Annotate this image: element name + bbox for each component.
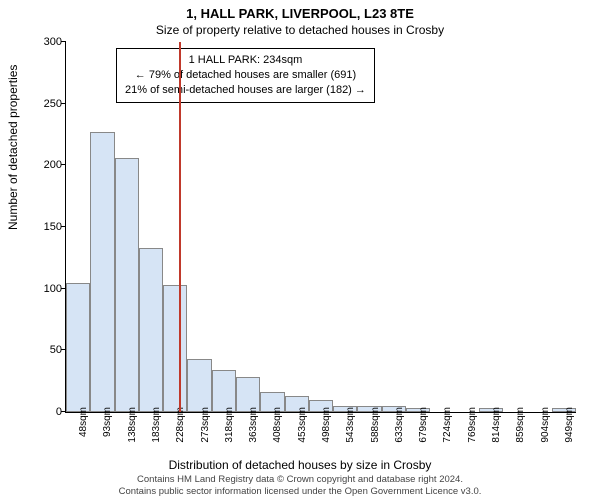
histogram-plot: 1 HALL PARK: 234sqm ← 79% of detached ho…	[65, 42, 576, 413]
annotation-line-3: 21% of semi-detached houses are larger (…	[125, 83, 366, 98]
histogram-bar	[187, 359, 211, 412]
footer-attribution: Contains HM Land Registry data © Crown c…	[0, 474, 600, 498]
y-axis-label: Number of detached properties	[6, 65, 20, 230]
x-tick-label: 769sqm	[467, 407, 478, 443]
x-tick-label: 904sqm	[540, 407, 551, 443]
y-tick-mark	[61, 103, 66, 104]
x-tick-label: 273sqm	[200, 407, 211, 443]
x-tick-label: 228sqm	[175, 407, 186, 443]
x-axis-label: Distribution of detached houses by size …	[0, 458, 600, 472]
x-tick-label: 48sqm	[78, 407, 89, 437]
x-tick-label: 363sqm	[248, 407, 259, 443]
y-tick-label: 300	[28, 36, 62, 48]
x-tick-label: 543sqm	[345, 407, 356, 443]
x-tick-label: 138sqm	[127, 407, 138, 443]
histogram-bar	[212, 370, 236, 412]
annotation-box: 1 HALL PARK: 234sqm ← 79% of detached ho…	[116, 48, 375, 103]
histogram-bar	[90, 132, 114, 412]
page-title-address: 1, HALL PARK, LIVERPOOL, L23 8TE	[0, 0, 600, 21]
annotation-line-1: 1 HALL PARK: 234sqm	[125, 53, 366, 68]
x-tick-label: 318sqm	[224, 407, 235, 443]
y-tick-label: 100	[28, 283, 62, 295]
x-tick-label: 814sqm	[491, 407, 502, 443]
x-tick-label: 724sqm	[442, 407, 453, 443]
histogram-bar	[163, 285, 187, 412]
y-tick-label: 50	[28, 344, 62, 356]
x-tick-label: 408sqm	[272, 407, 283, 443]
x-tick-label: 633sqm	[394, 407, 405, 443]
page-title-sub: Size of property relative to detached ho…	[0, 21, 600, 37]
footer-line-1: Contains HM Land Registry data © Crown c…	[0, 474, 600, 486]
x-tick-label: 183sqm	[151, 407, 162, 443]
marker-line	[179, 42, 181, 412]
x-tick-label: 859sqm	[515, 407, 526, 443]
annotation-line-2: ← 79% of detached houses are smaller (69…	[125, 68, 366, 83]
histogram-bar	[66, 283, 90, 413]
y-tick-label: 0	[28, 406, 62, 418]
x-tick-label: 949sqm	[564, 407, 575, 443]
y-tick-mark	[61, 226, 66, 227]
y-tick-mark	[61, 164, 66, 165]
histogram-bar	[115, 158, 139, 412]
x-tick-label: 679sqm	[418, 407, 429, 443]
y-tick-mark	[61, 41, 66, 42]
y-tick-label: 250	[28, 98, 62, 110]
x-tick-label: 93sqm	[102, 407, 113, 437]
y-tick-label: 200	[28, 159, 62, 171]
y-tick-label: 150	[28, 221, 62, 233]
x-tick-label: 588sqm	[370, 407, 381, 443]
x-tick-label: 453sqm	[297, 407, 308, 443]
footer-line-2: Contains public sector information licen…	[0, 486, 600, 498]
x-tick-label: 498sqm	[321, 407, 332, 443]
histogram-bar	[139, 248, 163, 412]
